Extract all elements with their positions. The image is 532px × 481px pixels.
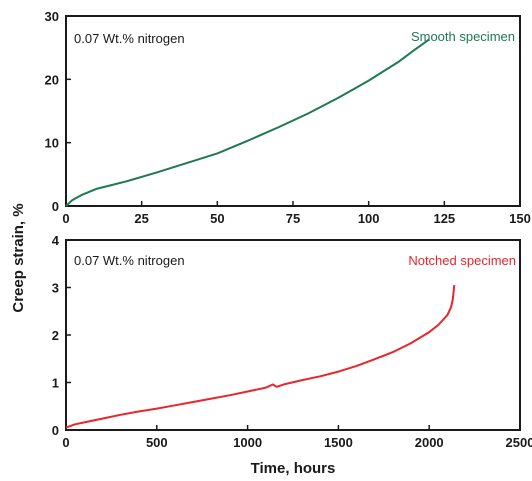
y-tick-label: 3 [52, 281, 59, 296]
x-tick-label: 100 [358, 211, 380, 226]
x-tick-label: 1500 [324, 435, 353, 450]
smooth-specimen-panel: 0.07 Wt.% nitrogen Smooth specimen 0 25 50… [45, 9, 531, 226]
series-line-notched [65, 284, 456, 429]
y-tick-label: 30 [45, 9, 59, 24]
y-tick-label: 2 [52, 328, 59, 343]
panel-note: 0.07 Wt.% nitrogen [74, 31, 185, 46]
y-tick-label: 0 [52, 423, 59, 438]
x-tick-label: 50 [210, 211, 224, 226]
x-tick-label: 25 [134, 211, 148, 226]
x-tick-label: 0 [62, 211, 69, 226]
x-tick-label: 2000 [415, 435, 444, 450]
x-tick-label: 150 [509, 211, 531, 226]
plot-area [65, 38, 430, 207]
shared-y-axis-title: Creep strain, % [10, 203, 27, 312]
series-label-smooth: Smooth specimen [411, 29, 515, 44]
series-label-notched: Notched specimen [408, 253, 516, 268]
y-tick-label: 20 [45, 72, 59, 87]
y-tick-label: 0 [52, 199, 59, 214]
x-tick-label: 75 [286, 211, 300, 226]
notched-specimen-panel: 0.07 Wt.% nitrogen Notched specimen 0 500… [52, 233, 532, 450]
panel-ticks: 0 25 50 75 100 125 150 0 10 20 30 [45, 9, 531, 226]
series-line-smooth [65, 38, 430, 207]
y-tick-label: 1 [52, 376, 59, 391]
panel-note: 0.07 Wt.% nitrogen [74, 253, 185, 268]
y-tick-label: 10 [45, 136, 59, 151]
x-tick-label: 2500 [506, 435, 532, 450]
x-tick-label: 125 [433, 211, 455, 226]
plot-area [65, 284, 456, 429]
panel-ticks: 0 500 1000 1500 2000 2500 0 1 2 3 4 [52, 233, 532, 450]
panel-frame [65, 239, 521, 431]
y-tick-label: 4 [52, 233, 60, 248]
x-tick-label: 0 [62, 435, 69, 450]
x-axis-title: Time, hours [251, 460, 336, 477]
x-tick-label: 1000 [233, 435, 262, 450]
x-tick-label: 500 [146, 435, 168, 450]
